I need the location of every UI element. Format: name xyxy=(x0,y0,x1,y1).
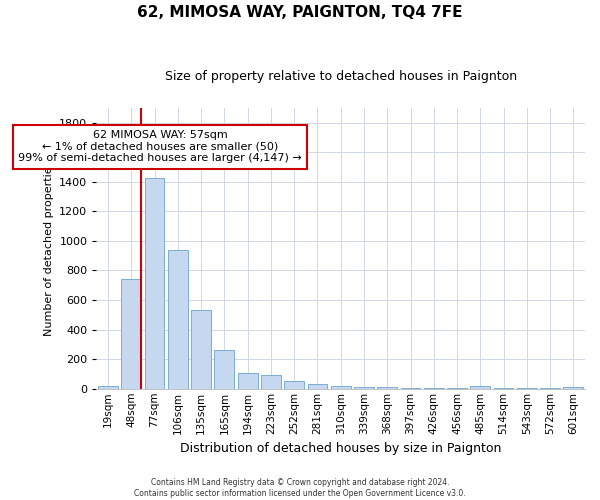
Bar xyxy=(308,384,328,389)
Text: 62 MIMOSA WAY: 57sqm
← 1% of detached houses are smaller (50)
99% of semi-detach: 62 MIMOSA WAY: 57sqm ← 1% of detached ho… xyxy=(18,130,302,164)
Bar xyxy=(214,350,234,389)
Bar xyxy=(563,386,583,389)
Bar xyxy=(191,310,211,389)
Bar xyxy=(331,386,350,389)
Bar xyxy=(540,388,560,389)
Bar xyxy=(447,388,467,389)
Bar xyxy=(121,278,141,389)
Bar xyxy=(238,373,257,389)
Bar xyxy=(517,388,537,389)
Bar xyxy=(377,388,397,389)
Bar xyxy=(145,178,164,389)
Text: Contains HM Land Registry data © Crown copyright and database right 2024.
Contai: Contains HM Land Registry data © Crown c… xyxy=(134,478,466,498)
Bar xyxy=(98,386,118,389)
X-axis label: Distribution of detached houses by size in Paignton: Distribution of detached houses by size … xyxy=(180,442,502,455)
Bar xyxy=(494,388,514,389)
Bar xyxy=(401,388,421,389)
Bar xyxy=(261,375,281,389)
Bar xyxy=(470,386,490,389)
Bar xyxy=(284,382,304,389)
Bar xyxy=(168,250,188,389)
Bar xyxy=(424,388,443,389)
Y-axis label: Number of detached properties: Number of detached properties xyxy=(44,160,54,336)
Bar xyxy=(354,388,374,389)
Title: Size of property relative to detached houses in Paignton: Size of property relative to detached ho… xyxy=(164,70,517,83)
Text: 62, MIMOSA WAY, PAIGNTON, TQ4 7FE: 62, MIMOSA WAY, PAIGNTON, TQ4 7FE xyxy=(137,5,463,20)
